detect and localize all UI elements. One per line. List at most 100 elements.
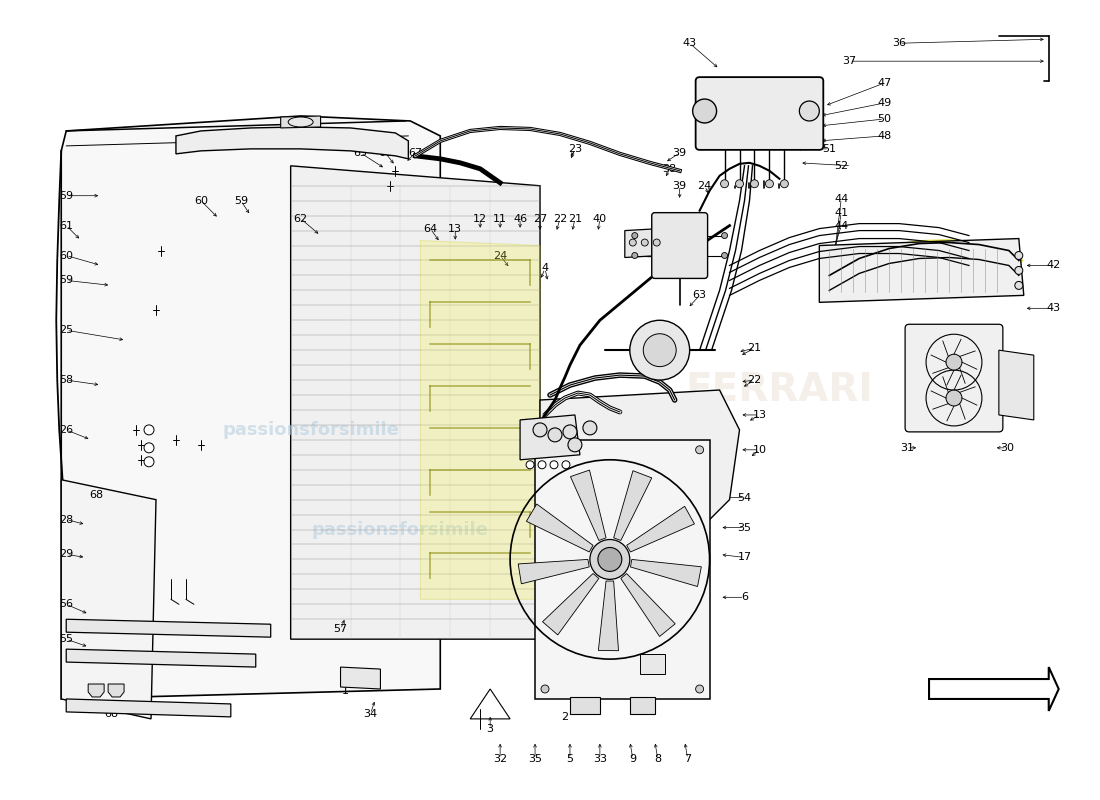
Polygon shape — [540, 390, 739, 530]
Polygon shape — [341, 667, 381, 689]
Circle shape — [144, 457, 154, 466]
Circle shape — [722, 253, 727, 258]
Text: 48: 48 — [877, 131, 891, 141]
Circle shape — [568, 438, 582, 452]
Text: 16: 16 — [608, 470, 622, 480]
Text: 59: 59 — [59, 275, 74, 286]
Text: 24: 24 — [493, 250, 507, 261]
Text: 55: 55 — [59, 634, 74, 644]
Text: 56: 56 — [59, 599, 74, 610]
Circle shape — [598, 547, 622, 571]
Circle shape — [630, 320, 690, 380]
Text: 62: 62 — [652, 246, 667, 255]
Text: 12: 12 — [473, 214, 487, 224]
Circle shape — [720, 180, 728, 188]
Text: 36: 36 — [892, 38, 906, 48]
Polygon shape — [627, 506, 694, 552]
Circle shape — [550, 461, 558, 469]
Polygon shape — [290, 166, 540, 639]
Text: 14: 14 — [603, 445, 617, 455]
Text: 22: 22 — [553, 214, 568, 224]
Text: 68: 68 — [104, 709, 118, 719]
Circle shape — [538, 461, 546, 469]
FancyBboxPatch shape — [695, 77, 823, 150]
Text: 46: 46 — [513, 214, 527, 224]
Polygon shape — [108, 684, 124, 697]
Text: 39: 39 — [672, 148, 686, 158]
Circle shape — [780, 180, 789, 188]
Text: 25: 25 — [59, 326, 74, 335]
Polygon shape — [176, 127, 408, 159]
Circle shape — [1015, 251, 1023, 259]
Polygon shape — [520, 415, 580, 460]
Text: 22: 22 — [747, 375, 761, 385]
Polygon shape — [280, 116, 320, 128]
Text: 67: 67 — [408, 148, 422, 158]
Text: 27: 27 — [532, 214, 547, 224]
Text: 40: 40 — [593, 214, 607, 224]
Circle shape — [144, 443, 154, 453]
Polygon shape — [518, 559, 590, 584]
Text: FERRARI: FERRARI — [685, 371, 873, 409]
Text: 65: 65 — [353, 148, 367, 158]
Polygon shape — [62, 480, 156, 719]
Circle shape — [534, 423, 547, 437]
Text: 41: 41 — [834, 208, 848, 218]
Text: 38: 38 — [662, 164, 676, 174]
Text: 35: 35 — [737, 522, 751, 533]
Text: 35: 35 — [528, 754, 542, 764]
Text: 39: 39 — [672, 181, 686, 190]
Polygon shape — [420, 241, 540, 599]
Circle shape — [946, 354, 962, 370]
Circle shape — [631, 253, 638, 258]
Circle shape — [526, 461, 534, 469]
Text: 45: 45 — [688, 639, 702, 649]
Circle shape — [644, 334, 676, 366]
Text: 60: 60 — [194, 196, 208, 206]
Polygon shape — [625, 229, 660, 258]
Text: 32: 32 — [493, 754, 507, 764]
Text: 64: 64 — [424, 223, 438, 234]
Text: 50: 50 — [877, 114, 891, 124]
Text: 3: 3 — [486, 724, 494, 734]
Circle shape — [653, 239, 660, 246]
Text: 61: 61 — [59, 221, 74, 230]
Text: 44: 44 — [834, 221, 848, 230]
Text: 33: 33 — [593, 754, 607, 764]
Text: 21: 21 — [568, 214, 582, 224]
Circle shape — [800, 101, 820, 121]
Text: 31: 31 — [900, 443, 914, 453]
Text: 17: 17 — [737, 553, 751, 562]
Text: 68: 68 — [89, 490, 103, 500]
Text: 44: 44 — [834, 194, 848, 204]
Circle shape — [946, 390, 962, 406]
Circle shape — [541, 685, 549, 693]
Text: 2: 2 — [561, 712, 569, 722]
Polygon shape — [542, 574, 598, 635]
Text: 5: 5 — [566, 754, 573, 764]
Text: 8: 8 — [654, 754, 661, 764]
Circle shape — [695, 685, 704, 693]
Text: 63: 63 — [693, 290, 706, 300]
Text: 7: 7 — [684, 754, 691, 764]
Text: 23: 23 — [568, 144, 582, 154]
Text: 11: 11 — [493, 214, 507, 224]
Polygon shape — [535, 440, 710, 699]
Text: 49: 49 — [877, 98, 891, 108]
Text: 57: 57 — [333, 624, 348, 634]
Circle shape — [722, 233, 727, 238]
Text: 43: 43 — [683, 38, 696, 48]
Text: 58: 58 — [59, 375, 74, 385]
Polygon shape — [527, 504, 593, 552]
Circle shape — [766, 180, 773, 188]
Text: 59: 59 — [233, 196, 248, 206]
Polygon shape — [620, 574, 675, 637]
Text: 13: 13 — [752, 410, 767, 420]
Text: 13: 13 — [448, 223, 462, 234]
Text: 20: 20 — [642, 473, 657, 482]
Text: 54: 54 — [737, 493, 751, 502]
Circle shape — [1015, 266, 1023, 274]
Text: 47: 47 — [877, 78, 891, 88]
Text: 30: 30 — [1000, 443, 1014, 453]
Circle shape — [562, 461, 570, 469]
